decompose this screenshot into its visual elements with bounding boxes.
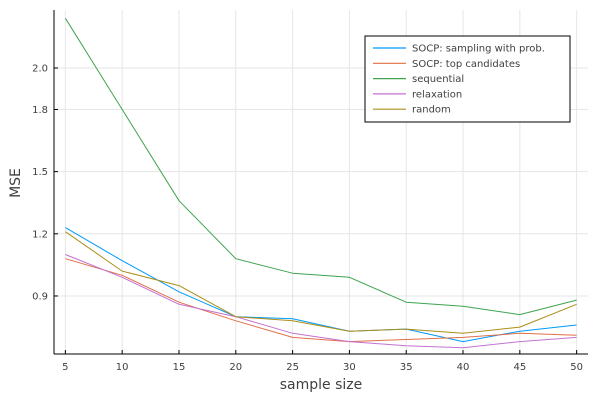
x-tick-label: 5 <box>62 362 68 373</box>
x-tick-label: 25 <box>286 362 299 373</box>
legend-entry-label: SOCP: top candidates <box>412 59 520 70</box>
y-axis-title: MSE <box>8 168 24 198</box>
y-tick-label: 1.8 <box>32 105 48 116</box>
y-tick-label: 1.5 <box>32 167 48 178</box>
x-tick-label: 10 <box>116 362 129 373</box>
x-tick-label: 50 <box>570 362 583 373</box>
x-tick-label: 20 <box>229 362 242 373</box>
series-lines <box>64 18 577 349</box>
legend-entry-label: relaxation <box>412 89 462 100</box>
y-tick-label: 2.0 <box>32 64 48 75</box>
series-line-4 <box>65 254 577 349</box>
series-line-2 <box>65 258 577 343</box>
x-tick-label: 30 <box>343 362 356 373</box>
x-tick-label: 35 <box>400 362 413 373</box>
series-line-1 <box>65 227 577 343</box>
series-line-3 <box>64 18 577 316</box>
legend-entry-label: sequential <box>412 74 464 85</box>
x-tick-label: 45 <box>513 362 526 373</box>
x-tick-label: 15 <box>173 362 186 373</box>
series-line-5 <box>65 231 577 334</box>
legend: SOCP: sampling with prob. SOCP: top candi… <box>364 35 571 123</box>
legend-entry-label: random <box>412 105 451 116</box>
axes <box>53 10 588 355</box>
tick-labels: 5 10 15 20 25 30 35 40 45 50 0.9 1.2 1.5 1.8 2.0 <box>32 64 583 373</box>
y-tick-label: 1.2 <box>32 229 48 240</box>
x-axis-title: sample size <box>280 377 363 393</box>
y-tick-label: 0.9 <box>32 291 48 302</box>
x-tick-label: 40 <box>457 362 470 373</box>
legend-entry-label: SOCP: sampling with prob. <box>412 44 545 55</box>
